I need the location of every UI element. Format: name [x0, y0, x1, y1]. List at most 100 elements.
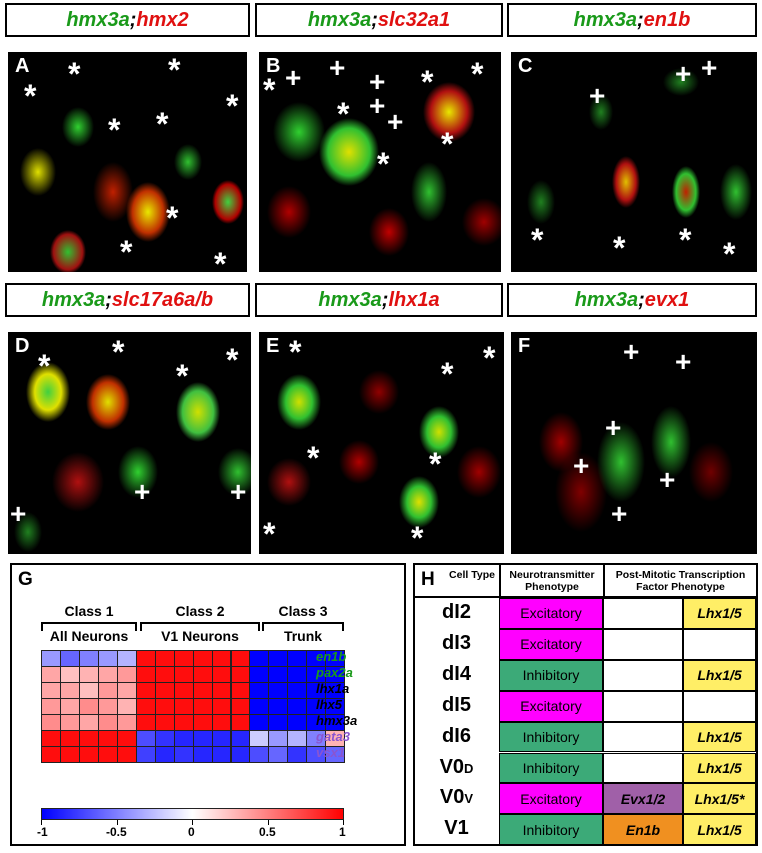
- heatmap-cell: [41, 746, 61, 763]
- heatmap-cell: [59, 698, 80, 715]
- heatmap-cell: [249, 666, 270, 683]
- heatmap-cell: [116, 650, 137, 667]
- heatmap-cell: [154, 746, 175, 763]
- class-1-bracket: [41, 622, 137, 631]
- heatmap-cell: [78, 714, 99, 731]
- heatmap-cell: [287, 650, 308, 667]
- heatmap-cell: [211, 714, 232, 731]
- heatmap-cell: [78, 730, 99, 747]
- table-row: dI2 Excitatory Lhx1/5: [415, 598, 756, 629]
- heatmap-cell: [268, 698, 289, 715]
- header-D: hmx3a; slc17a6a/b: [5, 283, 250, 317]
- gene-label: pax2a: [316, 665, 353, 680]
- heatmap-cell: [41, 682, 61, 699]
- table-row: dI5 Excitatory: [415, 690, 756, 722]
- heatmap-cell: [59, 682, 80, 699]
- tf-cell-1: [603, 598, 683, 629]
- class-1-title: Class 1: [64, 603, 114, 619]
- heatmap-cell: [154, 682, 175, 699]
- heatmap-cell: [287, 682, 308, 699]
- heatmap-cell: [249, 650, 270, 667]
- heatmap-cell: [59, 730, 80, 747]
- neurotransmitter-cell: Excitatory: [499, 783, 603, 815]
- heatmap-cell: [154, 666, 175, 683]
- heatmap-cell: [97, 730, 118, 747]
- heatmap-cell: [211, 698, 232, 715]
- table-row: dI4 Inhibitory Lhx1/5: [415, 659, 756, 691]
- gene-label: en1b: [316, 649, 347, 664]
- tf-cell-2: Lhx1/5: [683, 814, 756, 846]
- heatmap-cell: [41, 650, 61, 667]
- cell-type-label: dI2: [442, 601, 471, 623]
- table-row: V0V Excitatory Evx1/2 Lhx1/5*: [415, 783, 756, 815]
- neurotransmitter-cell: Inhibitory: [499, 752, 603, 784]
- heatmap-cell: [135, 730, 156, 747]
- heatmap-cell: [230, 682, 251, 699]
- neurotransmitter-cell: Inhibitory: [499, 659, 603, 691]
- tf-cell-2: Lhx1/5: [683, 659, 756, 691]
- heatmap-cell: [154, 714, 175, 731]
- tf-cell-1: En1b: [603, 814, 683, 846]
- heatmap-cell: [173, 682, 194, 699]
- cell-type-label: V0V: [439, 786, 474, 809]
- class-2-title: Class 2: [175, 603, 225, 619]
- heatmap-cell: [287, 730, 308, 747]
- heatmap-cell: [211, 682, 232, 699]
- heatmap-cell: [211, 650, 232, 667]
- heatmap-cell: [230, 650, 251, 667]
- colorbar-tick-label: 0.5: [259, 825, 276, 839]
- class-2-bracket: [140, 622, 260, 631]
- gene-label: vsx1: [316, 745, 345, 760]
- gene-label: lhx5: [316, 697, 343, 712]
- heatmap-cell: [154, 730, 175, 747]
- heatmap-cell: [97, 650, 118, 667]
- colorbar-tick-label: 1: [339, 825, 346, 839]
- heatmap-cell: [173, 666, 194, 683]
- heatmap-cell: [78, 650, 99, 667]
- tf-cell-2: [683, 628, 756, 660]
- heatmap-cell: [268, 730, 289, 747]
- heatmap-cell: [249, 682, 270, 699]
- tf-cell-1: Evx1/2: [603, 783, 683, 815]
- heatmap-cell: [173, 650, 194, 667]
- class-3-title: Class 3: [278, 603, 328, 619]
- heatmap-panel: G Class 1 Class 2 Class 3 All Neurons V1…: [10, 563, 406, 846]
- tf-cell-2: Lhx1/5: [683, 721, 756, 753]
- table-row: V1 Inhibitory En1b Lhx1/5: [415, 814, 756, 846]
- heatmap-cell: [135, 746, 156, 763]
- gene-label: lhx1a: [316, 681, 350, 696]
- heatmap-cell: [59, 714, 80, 731]
- tf-cell-1: [603, 690, 683, 722]
- heatmap-cell: [135, 682, 156, 699]
- heatmap-cell: [116, 666, 137, 683]
- tf-cell-2: Lhx1/5*: [683, 783, 756, 815]
- heatmap-cell: [154, 650, 175, 667]
- heatmap-cell: [59, 746, 80, 763]
- heatmap-cell: [268, 746, 289, 763]
- heatmap-cell: [154, 698, 175, 715]
- header-B: hmx3a; slc32a1: [255, 3, 503, 37]
- heatmap-cell: [78, 746, 99, 763]
- cell-type-table-panel: H Cell Type Neurotransmitter Phenotype P…: [413, 563, 758, 846]
- heatmap-cell: [97, 746, 118, 763]
- heatmap-cell: [97, 714, 118, 731]
- colorbar-tick-label: -0.5: [106, 825, 127, 839]
- micrograph-E: E * * * * * * *: [259, 332, 504, 554]
- neurotransmitter-cell: Excitatory: [499, 690, 603, 722]
- micrograph-A: A * * * * * * * * *: [8, 52, 247, 272]
- heatmap-cell: [97, 698, 118, 715]
- heatmap-cell: [268, 666, 289, 683]
- heatmap-cell: [41, 666, 61, 683]
- class-1-subtitle: All Neurons: [49, 628, 129, 644]
- table-row: dI3 Excitatory: [415, 628, 756, 660]
- cell-type-label: dI6: [442, 724, 471, 747]
- col-header-cell-type: Cell Type: [449, 569, 495, 581]
- cell-type-label: V1: [444, 817, 469, 840]
- cell-type-label: V0D: [439, 755, 474, 778]
- heatmap-cell: [97, 682, 118, 699]
- col-header-neurotransmitter: Neurotransmitter Phenotype: [509, 569, 595, 593]
- heatmap-cell: [249, 730, 270, 747]
- gene-label: hmx3a: [316, 713, 358, 728]
- header-E: hmx3a; lhx1a: [255, 283, 503, 317]
- colorbar-tick-label: -1: [37, 825, 48, 839]
